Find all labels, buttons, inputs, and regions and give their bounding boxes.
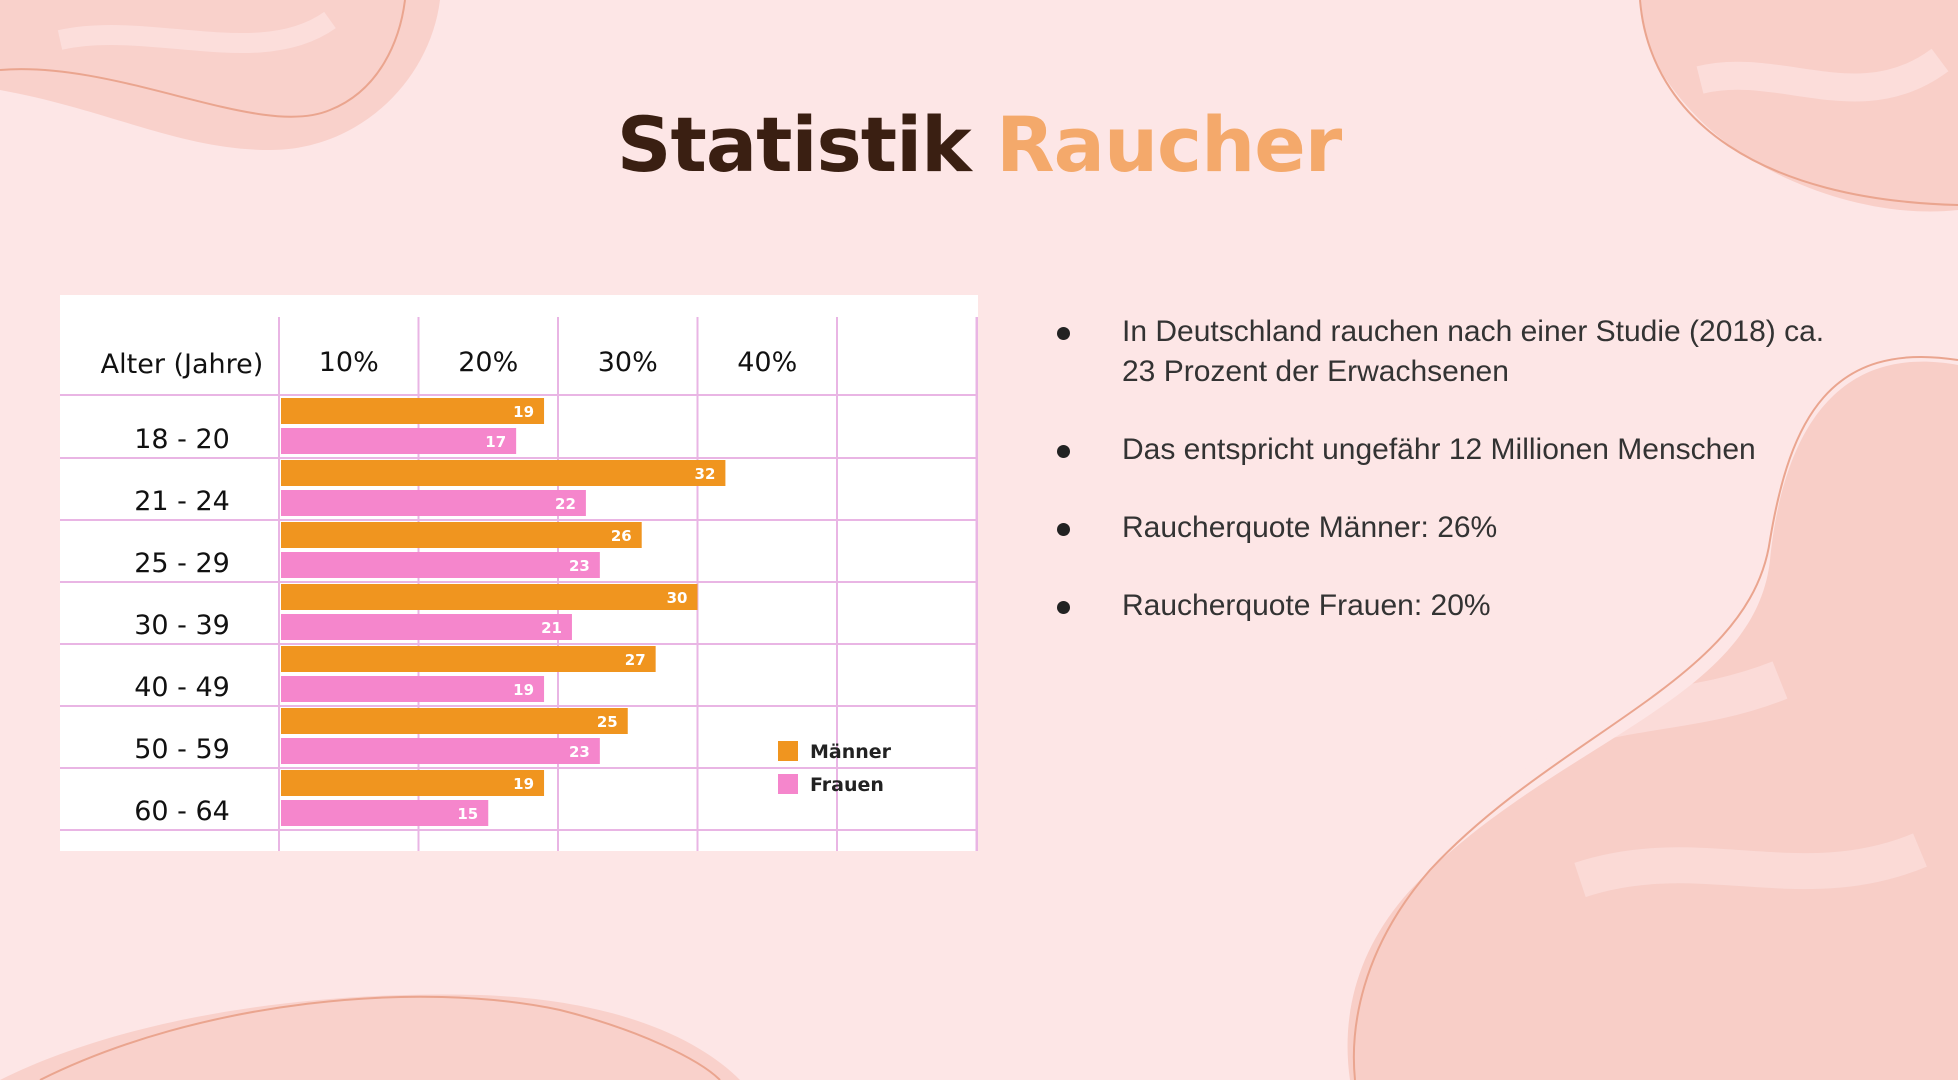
bar-maenner — [281, 770, 545, 796]
category-label: 50 - 59 — [134, 734, 230, 765]
x-tick-label: 20% — [458, 347, 518, 378]
slide-title: Statistik Raucher — [0, 100, 1958, 189]
category-label: 25 - 29 — [134, 548, 230, 579]
bar-maenner — [281, 522, 642, 548]
bar-frauen — [281, 428, 517, 454]
bar-maenner — [281, 646, 656, 672]
category-label: 30 - 39 — [134, 610, 230, 641]
bar-value-label: 30 — [667, 589, 688, 607]
bullet-text: Raucherquote Frauen: 20% — [1122, 589, 1491, 622]
bar-chart: Alter (Jahre) 10% 20% 30% 40% 18 - 20 19 17 21 -… — [60, 317, 978, 851]
bullet-item: In Deutschland rauchen nach einer Studie… — [1055, 312, 1855, 392]
legend-label: Männer — [810, 741, 892, 763]
bar-value-label: 19 — [513, 403, 534, 421]
bar-value-label: 19 — [513, 775, 534, 793]
bar-maenner — [281, 460, 726, 486]
bar-value-label: 15 — [457, 805, 478, 823]
bar-value-label: 25 — [597, 713, 618, 731]
legend-swatch-maenner — [778, 741, 798, 761]
category-label: 18 - 20 — [134, 424, 230, 455]
bullet-item: Raucherquote Männer: 26% — [1055, 508, 1855, 548]
title-part2: Raucher — [996, 100, 1342, 189]
bar-value-label: 17 — [485, 433, 506, 451]
bullet-dot-icon — [1057, 601, 1070, 614]
chart-header-label: Alter (Jahre) — [101, 349, 264, 380]
bar-chart-panel: Alter (Jahre) 10% 20% 30% 40% 18 - 20 19 17 21 -… — [60, 295, 978, 851]
bar-value-label: 19 — [513, 681, 534, 699]
x-tick-label: 30% — [598, 347, 658, 378]
bullet-dot-icon — [1057, 327, 1070, 340]
bar-value-label: 22 — [555, 495, 576, 513]
bar-maenner — [281, 708, 628, 734]
legend-label: Frauen — [810, 774, 884, 796]
category-label: 40 - 49 — [134, 672, 230, 703]
category-label: 60 - 64 — [134, 796, 230, 827]
bullet-item: Raucherquote Frauen: 20% — [1055, 586, 1855, 626]
bar-frauen — [281, 676, 545, 702]
bar-frauen — [281, 738, 600, 764]
bar-value-label: 21 — [541, 619, 562, 637]
bar-value-label: 26 — [611, 527, 632, 545]
bar-value-label: 23 — [569, 743, 590, 761]
bullet-text: Raucherquote Männer: 26% — [1122, 511, 1498, 544]
x-tick-label: 10% — [319, 347, 379, 378]
x-tick-label: 40% — [737, 347, 797, 378]
bullet-list: In Deutschland rauchen nach einer Studie… — [1055, 312, 1855, 626]
bullet-text: In Deutschland rauchen nach einer Studie… — [1122, 315, 1825, 388]
bar-frauen — [281, 490, 586, 516]
bar-maenner — [281, 584, 698, 610]
bar-frauen — [281, 614, 572, 640]
bullet-dot-icon — [1057, 445, 1070, 458]
bar-frauen — [281, 552, 600, 578]
category-label: 21 - 24 — [134, 486, 230, 517]
bullet-text: Das entspricht ungefähr 12 Millionen Men… — [1122, 433, 1756, 466]
legend-swatch-frauen — [778, 774, 798, 794]
bar-maenner — [281, 398, 545, 424]
bar-value-label: 32 — [695, 465, 716, 483]
bar-value-label: 23 — [569, 557, 590, 575]
title-part1: Statistik — [616, 100, 972, 189]
bullet-item: Das entspricht ungefähr 12 Millionen Men… — [1055, 430, 1855, 470]
bar-frauen — [281, 800, 489, 826]
bullet-dot-icon — [1057, 523, 1070, 536]
bar-value-label: 27 — [625, 651, 646, 669]
